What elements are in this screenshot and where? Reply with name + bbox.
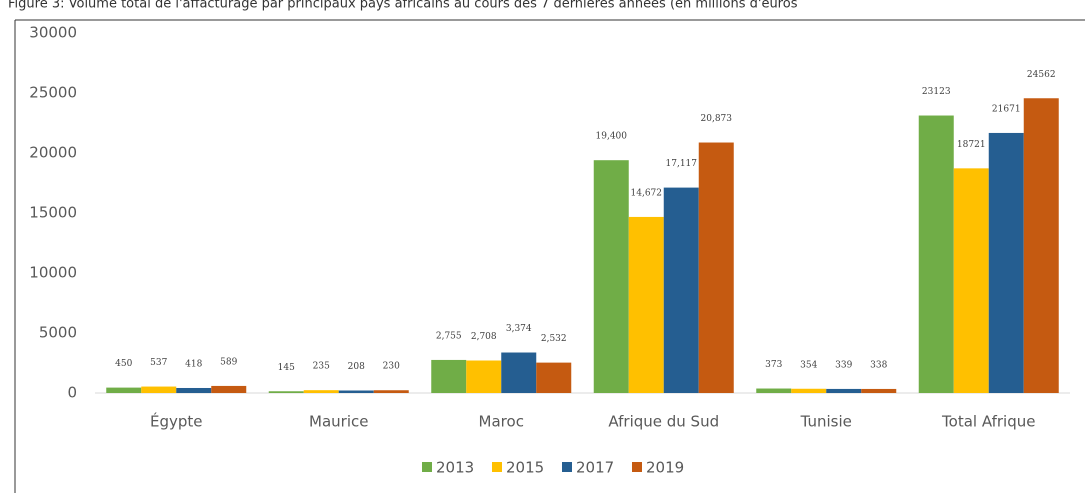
x-tick-label: Maurice xyxy=(309,413,368,431)
legend-swatch xyxy=(422,462,432,472)
bar xyxy=(953,168,989,393)
y-tick-label: 10000 xyxy=(29,264,77,282)
bar xyxy=(106,387,142,393)
bar xyxy=(303,390,339,393)
y-tick-label: 25000 xyxy=(29,84,77,102)
legend-label: 2017 xyxy=(576,459,614,477)
y-tick-label: 30000 xyxy=(29,24,77,42)
legend-swatch xyxy=(632,462,642,472)
bar xyxy=(501,352,537,393)
chart-title: Figure 3: Volume total de l'affacturage … xyxy=(8,0,798,12)
bar xyxy=(141,386,177,393)
bar xyxy=(268,391,304,393)
data-label: 230 xyxy=(383,362,400,372)
data-label: 373 xyxy=(765,360,782,370)
bar xyxy=(176,387,212,393)
data-label: 24562 xyxy=(1027,70,1056,80)
data-label: 537 xyxy=(150,358,167,368)
y-tick-label: 5000 xyxy=(39,324,77,342)
data-label: 2,755 xyxy=(436,331,462,341)
y-tick-label: 15000 xyxy=(29,204,77,222)
legend-label: 2019 xyxy=(646,459,684,477)
y-tick-label: 0 xyxy=(67,384,77,402)
bar xyxy=(826,388,862,393)
data-label: 418 xyxy=(185,359,202,369)
bar xyxy=(663,187,699,393)
bar xyxy=(988,132,1024,393)
bar xyxy=(373,390,409,393)
data-label: 20,873 xyxy=(701,114,733,124)
data-label: 3,374 xyxy=(506,324,532,334)
x-tick-label: Total Afrique xyxy=(941,413,1035,431)
data-label: 18721 xyxy=(957,140,986,150)
data-label: 19,400 xyxy=(596,132,628,142)
data-label: 145 xyxy=(278,363,295,373)
bar xyxy=(861,388,897,393)
data-label: 450 xyxy=(115,359,132,369)
legend-label: 2013 xyxy=(436,459,474,477)
x-tick-label: Égypte xyxy=(150,412,203,431)
data-label: 354 xyxy=(800,360,817,370)
data-label: 2,708 xyxy=(471,332,497,342)
data-label: 208 xyxy=(348,362,365,372)
data-label: 339 xyxy=(835,360,852,370)
bar xyxy=(431,359,467,393)
bar xyxy=(1023,98,1059,394)
bar xyxy=(756,388,792,393)
data-label: 338 xyxy=(870,360,887,370)
bar xyxy=(698,142,734,393)
legend-swatch xyxy=(562,462,572,472)
bar xyxy=(338,390,374,393)
data-label: 235 xyxy=(313,362,330,372)
data-label: 2,532 xyxy=(541,334,567,344)
bar xyxy=(791,388,827,393)
legend-label: 2015 xyxy=(506,459,544,477)
x-tick-label: Afrique du Sud xyxy=(608,413,719,431)
bar xyxy=(628,216,664,393)
x-tick-label: Tunisie xyxy=(800,413,852,431)
data-label: 589 xyxy=(220,357,237,367)
y-tick-label: 20000 xyxy=(29,144,77,162)
data-label: 17,117 xyxy=(666,159,698,169)
data-label: 21671 xyxy=(992,104,1021,114)
bar xyxy=(593,160,629,393)
bar xyxy=(536,362,572,393)
data-label: 23123 xyxy=(922,87,951,97)
bar xyxy=(466,360,502,393)
bar xyxy=(918,115,954,394)
data-label: 14,672 xyxy=(631,188,663,198)
x-tick-label: Maroc xyxy=(479,413,524,431)
bar xyxy=(211,385,247,393)
legend-swatch xyxy=(492,462,502,472)
